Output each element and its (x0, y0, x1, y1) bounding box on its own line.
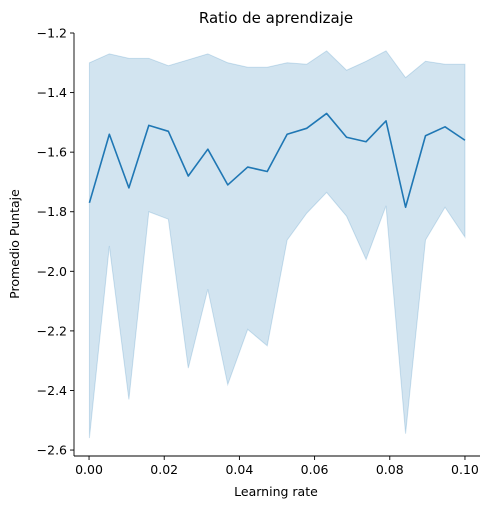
data-point (464, 139, 466, 141)
plot-area (88, 50, 466, 439)
y-tick-label: −2.4 (37, 383, 67, 398)
data-point (306, 127, 308, 129)
chart-title: Ratio de aprendizaje (199, 9, 353, 27)
data-point (444, 126, 446, 128)
data-point (365, 141, 367, 143)
data-point (385, 120, 387, 122)
data-point (247, 166, 249, 168)
confidence-band (88, 50, 466, 439)
data-point (266, 171, 268, 173)
data-point (148, 124, 150, 126)
data-point (346, 136, 348, 138)
y-tick-label: −2.0 (37, 264, 67, 279)
axes (73, 33, 480, 457)
data-point (424, 135, 426, 137)
y-tick-label: −1.6 (37, 145, 67, 160)
y-tick-label: −1.2 (37, 26, 67, 41)
x-tick-label: 0.06 (301, 462, 329, 477)
x-axis-title: Learning rate (234, 484, 318, 499)
series-line (88, 112, 466, 209)
tick-labels: 0.00 0.02 0.04 0.06 0.08 0.10 −2.6 −2.4 −2.2 −2.0… (37, 26, 479, 478)
data-point (108, 133, 110, 135)
x-tick-label: 0.08 (376, 462, 404, 477)
x-tick-label: 0.02 (150, 462, 178, 477)
y-axis-title: Promedio Puntaje (7, 189, 22, 299)
y-tick-label: −2.2 (37, 323, 67, 338)
data-point (326, 112, 328, 114)
x-tick-label: 0.10 (451, 462, 479, 477)
x-tick-label: 0.00 (75, 462, 103, 477)
data-point (286, 133, 288, 135)
y-tick-label: −2.6 (37, 443, 67, 458)
y-tick-label: −1.8 (37, 204, 67, 219)
x-tick-label: 0.04 (225, 462, 253, 477)
data-point (128, 187, 130, 189)
data-point (405, 206, 407, 208)
y-tick-label: −1.4 (37, 85, 67, 100)
data-point (227, 184, 229, 186)
data-point (88, 202, 90, 204)
data-point (207, 148, 209, 150)
data-point (187, 175, 189, 177)
data-point (167, 130, 169, 132)
